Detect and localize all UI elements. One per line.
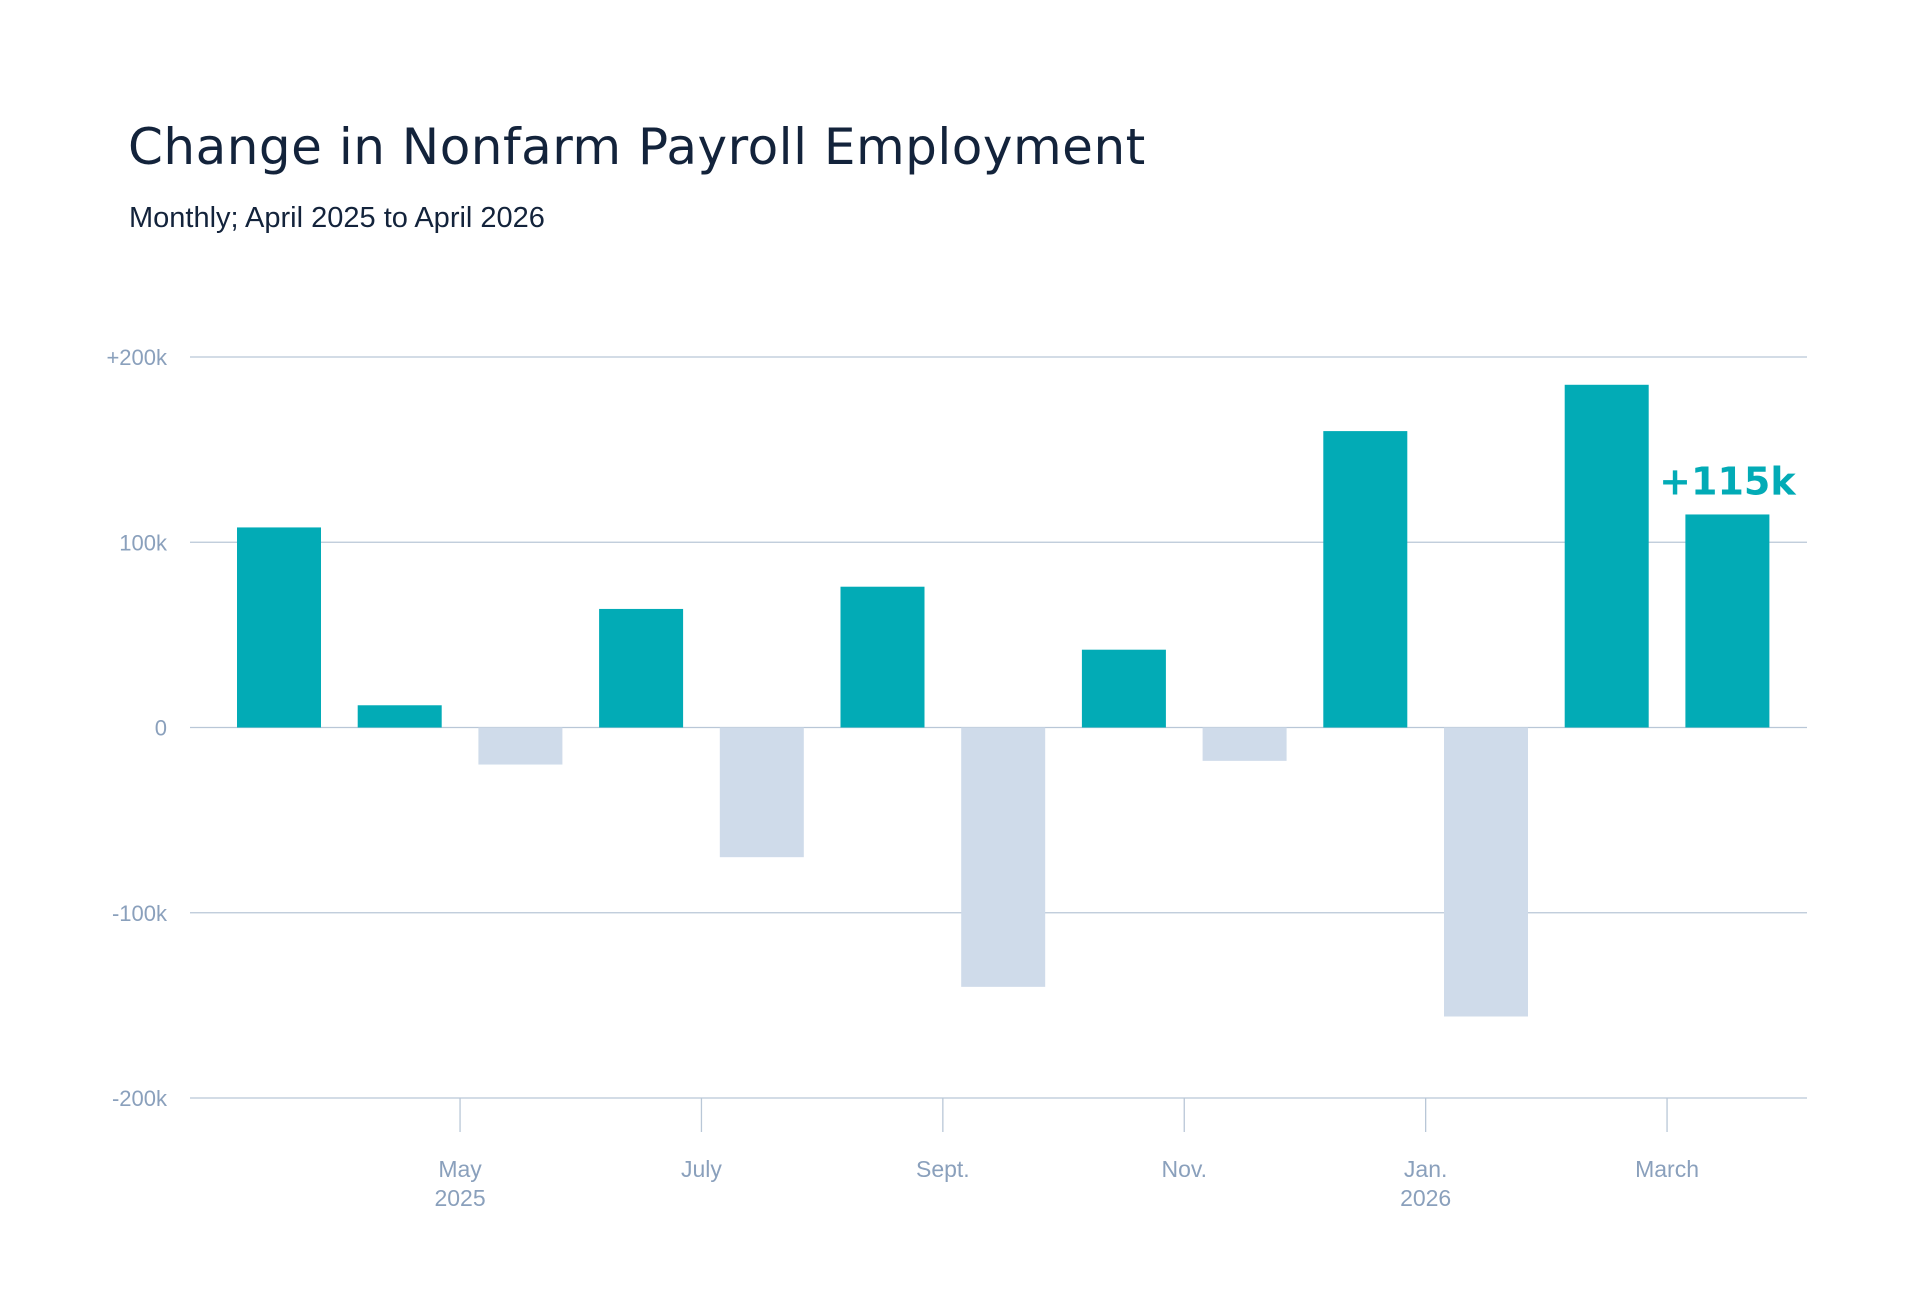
bar [961,727,1046,987]
y-tick-label: +200k [106,345,168,370]
y-tick-label: -100k [112,901,168,926]
x-tick-label: July [681,1156,722,1182]
x-tick-sublabel: 2026 [1400,1185,1451,1211]
x-tick-label: May [438,1156,482,1182]
latest-value-callout: +115k [1659,459,1796,503]
x-axis: May 2025 July Sept. Nov. Jan. 2026 March [434,1098,1699,1211]
bar [1202,727,1287,761]
bar [237,527,321,728]
bar [599,608,684,728]
y-axis-labels: +200k 100k 0 -100k -200k [106,345,168,1111]
bars [237,384,1770,1017]
bar [1444,727,1528,1017]
x-tick-label: Jan. [1404,1156,1447,1182]
x-tick-label: Nov. [1161,1156,1207,1182]
bar [1685,514,1770,728]
x-tick-sublabel: 2025 [434,1185,485,1211]
chart-title: Change in Nonfarm Payroll Employment [128,118,1146,176]
bar [1081,649,1166,728]
bar [1323,431,1408,728]
bar [478,727,563,765]
y-tick-label: 100k [119,530,168,555]
bar [1564,384,1649,728]
y-tick-label: 0 [155,716,167,741]
chart-subtitle: Monthly; April 2025 to April 2026 [129,202,545,234]
bar [840,586,925,728]
annotations: +115k [1659,459,1796,503]
y-tick-label: -200k [112,1086,168,1111]
bar [357,705,442,728]
x-tick-label: Sept. [916,1156,970,1182]
x-tick-label: March [1635,1156,1699,1182]
bar [719,727,804,858]
